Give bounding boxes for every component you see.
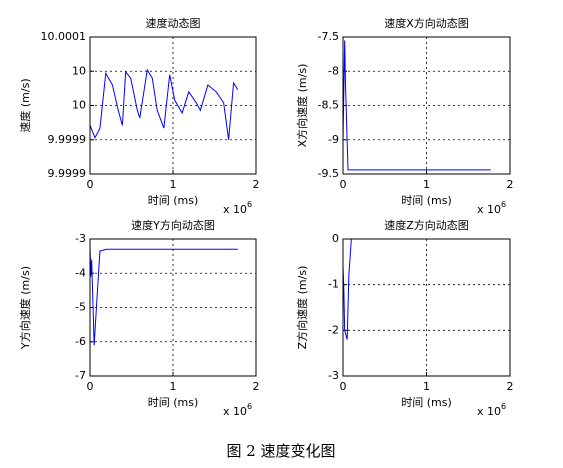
x-tick-label: 0: [87, 380, 94, 393]
y-tick-label: -1: [328, 278, 339, 291]
plot-frame: [89, 36, 257, 175]
x-tick-label: 2: [253, 178, 260, 191]
y-tick-label: -6: [75, 335, 86, 348]
y-tick-label: -9: [328, 133, 339, 146]
x-tick-label: 2: [507, 178, 514, 191]
x-axis-label: 时间 (ms): [401, 194, 452, 207]
y-tick-label: 0: [332, 232, 339, 245]
x-tick-label: 2: [507, 380, 514, 393]
y-tick-label: -3: [328, 369, 339, 382]
x-axis-label: 时间 (ms): [148, 396, 199, 409]
x-exponent-base: x 10: [223, 405, 247, 418]
y-axis-label: Z方向速度 (m/s): [295, 266, 309, 350]
data-line: [89, 245, 238, 346]
y-tick-label: -3: [75, 232, 86, 245]
x-exponent-power: 6: [247, 402, 252, 411]
y-tick-label: -8: [328, 64, 339, 77]
x-axis-label: 时间 (ms): [148, 194, 199, 207]
plot-area: [343, 37, 510, 174]
chart-title: 速度动态图: [146, 16, 201, 30]
x-exponent: x 106: [477, 402, 506, 419]
y-tick-label: -4: [75, 266, 86, 279]
data-line: [89, 68, 239, 140]
plot-area: [90, 37, 256, 174]
plot-frame: [89, 238, 257, 377]
plot-area: [90, 239, 256, 376]
x-exponent-power: 6: [501, 200, 506, 209]
chart-title: 速度Y方向动态图: [131, 218, 215, 232]
data-line: [342, 40, 491, 171]
x-tick-label: 0: [340, 178, 347, 191]
plot-frame: [342, 238, 511, 377]
y-tick-label: 9.9999: [48, 167, 87, 180]
x-tick-label: 0: [340, 380, 347, 393]
plot-area: [343, 239, 510, 376]
plot-frame: [342, 36, 511, 175]
x-tick-label: 1: [423, 380, 430, 393]
y-axis-label: Y方向速度 (m/s): [18, 266, 32, 350]
x-exponent-power: 6: [501, 402, 506, 411]
x-exponent-base: x 10: [477, 203, 501, 216]
x-exponent-base: x 10: [477, 405, 501, 418]
y-tick-label: -7.5: [318, 30, 339, 43]
y-tick-label: -2: [328, 323, 339, 336]
y-axis-label: 速度 (m/s): [18, 78, 32, 132]
y-tick-label: -8.5: [318, 99, 339, 112]
x-tick-label: 1: [170, 380, 177, 393]
x-exponent: x 106: [223, 200, 252, 217]
x-exponent: x 106: [477, 200, 506, 217]
y-tick-label: 10: [72, 99, 86, 112]
y-axis-label: X方向速度 (m/s): [295, 64, 309, 148]
y-tick-label: -7: [75, 369, 86, 382]
figure-caption: 图 2 速度变化图: [226, 442, 335, 460]
x-tick-label: 1: [423, 178, 430, 191]
y-tick-label: 10.0001: [41, 30, 87, 43]
x-exponent-base: x 10: [223, 203, 247, 216]
x-axis-label: 时间 (ms): [401, 396, 452, 409]
y-tick-label: -9.5: [318, 167, 339, 180]
y-tick-label: 9.9999: [48, 133, 87, 146]
chart-title: 速度Z方向动态图: [384, 218, 469, 232]
x-tick-label: 0: [87, 178, 94, 191]
x-exponent-power: 6: [247, 200, 252, 209]
y-tick-label: -5: [75, 301, 86, 314]
chart-title: 速度X方向动态图: [384, 16, 469, 30]
x-tick-label: 1: [170, 178, 177, 191]
x-exponent: x 106: [223, 402, 252, 419]
y-tick-label: 10: [72, 64, 86, 77]
x-tick-label: 2: [253, 380, 260, 393]
